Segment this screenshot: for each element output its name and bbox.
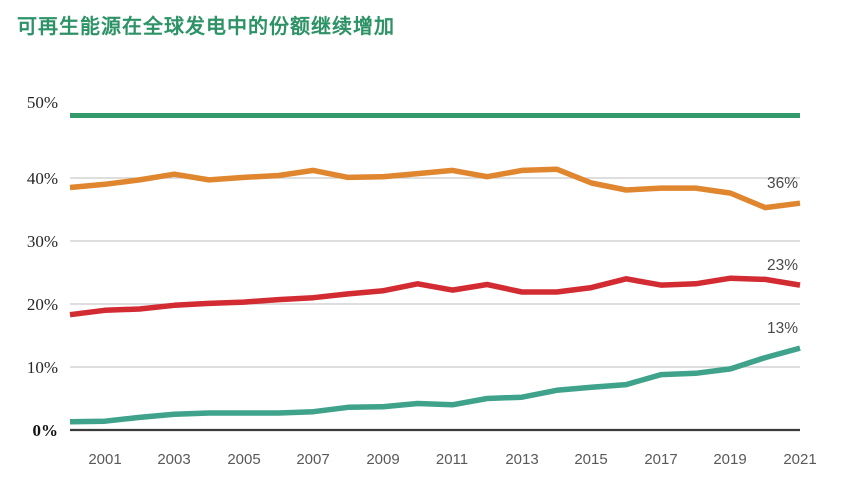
- orange-series-end-label: 36%: [766, 175, 798, 192]
- y-tick-label-50pct: 50%: [26, 93, 58, 112]
- red-series-end-label: 23%: [766, 257, 798, 274]
- x-tick-label-2005: 2005: [227, 451, 261, 468]
- teal-series-line: [69, 345, 801, 425]
- teal-series-end-label: 13%: [766, 320, 798, 337]
- x-tick-label-2017: 2017: [644, 451, 678, 468]
- orange-series-line: [69, 166, 801, 211]
- red-series-line: [69, 275, 801, 318]
- x-tick-label-2003: 2003: [157, 451, 191, 468]
- y-tick-label-40pct: 40%: [26, 169, 58, 188]
- x-tick-label-2011: 2011: [435, 451, 469, 468]
- y-tick-label-20pct: 20%: [26, 295, 58, 314]
- x-tick-label-2021: 2021: [783, 451, 817, 468]
- y-tick-label-10pct: 10%: [26, 358, 58, 377]
- x-tick-label-2009: 2009: [366, 451, 400, 468]
- x-tick-label-2001: 2001: [88, 451, 122, 468]
- page-title: 可再生能源在全球发电中的份额继续增加: [17, 16, 395, 38]
- x-tick-label-2013: 2013: [505, 451, 539, 468]
- y-tick-label-30pct: 30%: [26, 232, 58, 251]
- x-tick-label-2007: 2007: [296, 451, 330, 468]
- y-tick-label-0pct: 0%: [32, 421, 59, 440]
- x-tick-label-2019: 2019: [713, 451, 747, 468]
- x-tick-label-2015: 2015: [574, 451, 608, 468]
